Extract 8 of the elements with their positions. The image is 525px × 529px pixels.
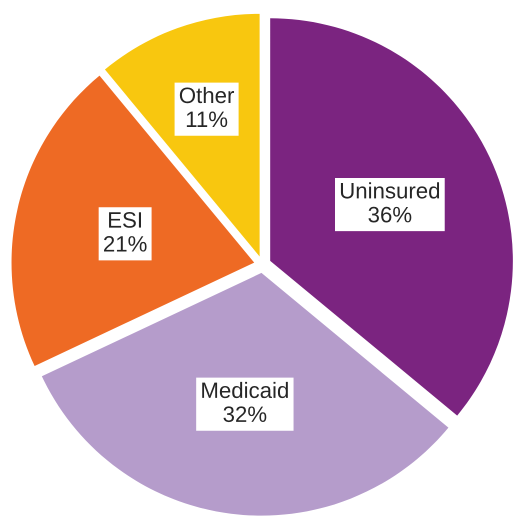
slice-label: Other [180,86,234,104]
data-label: 11% [186,112,228,128]
data-label: 32% [223,406,266,422]
data-label: 36% [368,206,412,222]
slice-label: Medicaid [202,382,288,398]
slice-label: Uninsured [340,182,440,199]
data-label: 21% [104,236,147,252]
slice-label: ESI [109,212,141,228]
